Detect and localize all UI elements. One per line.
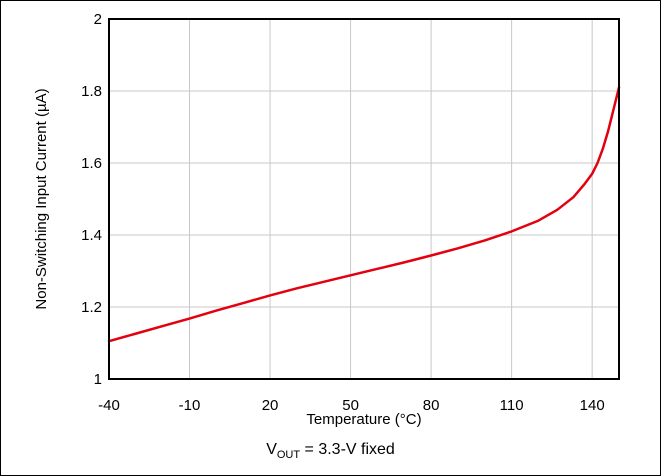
x-tick-label: -40 bbox=[98, 397, 120, 414]
y-tick-label: 1 bbox=[94, 371, 102, 388]
y-tick-label: 1.4 bbox=[81, 227, 102, 244]
y-tick-label: 1.8 bbox=[81, 83, 102, 100]
y-tick-label: 2 bbox=[94, 11, 102, 28]
series-line bbox=[107, 86, 621, 343]
x-tick-label: 20 bbox=[262, 397, 279, 414]
y-tick-label: 1.2 bbox=[81, 299, 102, 316]
x-axis-title: Temperature (°C) bbox=[306, 411, 421, 428]
caption-main: V bbox=[266, 441, 277, 458]
series-group bbox=[107, 86, 621, 343]
grid-lines bbox=[109, 19, 619, 379]
caption-rest: = 3.3-V fixed bbox=[300, 441, 395, 458]
y-axis-title: Non-Switching Input Current (µA) bbox=[33, 88, 50, 309]
caption-subscript: OUT bbox=[276, 449, 301, 462]
y-tick-label: 1.6 bbox=[81, 155, 102, 172]
plot-area-border bbox=[108, 18, 620, 380]
y-axis-ticks: 1 1.2 1.4 1.6 1.8 2 bbox=[81, 11, 102, 388]
x-tick-label: 110 bbox=[500, 397, 524, 414]
x-tick-label: 140 bbox=[580, 397, 605, 414]
x-tick-label: -10 bbox=[179, 397, 201, 414]
x-axis-ticks: -40 -10 20 50 80 110 140 bbox=[98, 397, 605, 414]
x-tick-label: 50 bbox=[342, 397, 359, 414]
chart-caption: VOUT = 3.3-V fixed bbox=[0, 441, 661, 461]
x-tick-label: 80 bbox=[423, 397, 440, 414]
